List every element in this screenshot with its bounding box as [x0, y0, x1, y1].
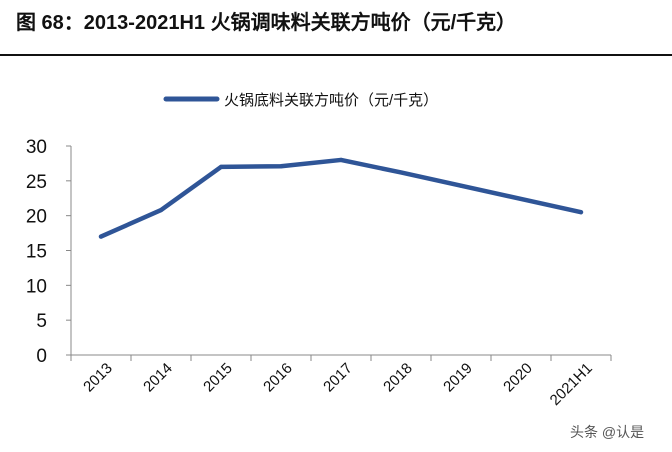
data-point — [399, 170, 403, 175]
data-point — [99, 234, 103, 239]
x-tick-label: 2020 — [500, 360, 536, 396]
data-point — [159, 208, 163, 213]
x-tick-label: 2014 — [140, 360, 176, 396]
figure-title: 图 68：2013-2021H1 火锅调味料关联方吨价（元/千克） — [16, 12, 517, 34]
series-marks — [98, 157, 584, 239]
data-point — [459, 183, 463, 188]
legend: 火锅底料关联方吨价（元/千克） — [163, 92, 438, 109]
x-tick-label: 2015 — [200, 360, 236, 396]
y-tick-label: 15 — [26, 242, 47, 263]
x-tick-label: 2016 — [260, 360, 296, 396]
x-tick-label: 2013 — [80, 360, 116, 396]
watermark: 头条 @认是 — [570, 424, 645, 440]
legend-label: 火锅底料关联方吨价（元/千克） — [224, 92, 438, 109]
y-tick-label: 25 — [26, 172, 47, 193]
x-tick-label: 2019 — [440, 360, 476, 396]
y-tick-label: 5 — [36, 311, 47, 332]
y-tick-label: 10 — [26, 276, 47, 297]
x-tick-label: 2018 — [380, 360, 416, 396]
title-divider — [0, 54, 672, 56]
x-tick-label: 2021H1 — [547, 360, 596, 409]
data-point — [579, 210, 583, 215]
data-point — [279, 164, 283, 169]
y-tick-label: 30 — [26, 137, 47, 158]
data-point — [219, 164, 223, 169]
x-tick-label: 2017 — [320, 360, 356, 396]
data-point — [519, 196, 523, 201]
y-tick-label: 20 — [26, 207, 47, 228]
data-point — [339, 157, 343, 162]
y-tick-label: 0 — [36, 346, 47, 367]
axes: 0 5 10 15 20 25 30 2013 2014 2015 2016 2017 2018 2019… — [26, 137, 612, 409]
series-line — [98, 157, 584, 239]
